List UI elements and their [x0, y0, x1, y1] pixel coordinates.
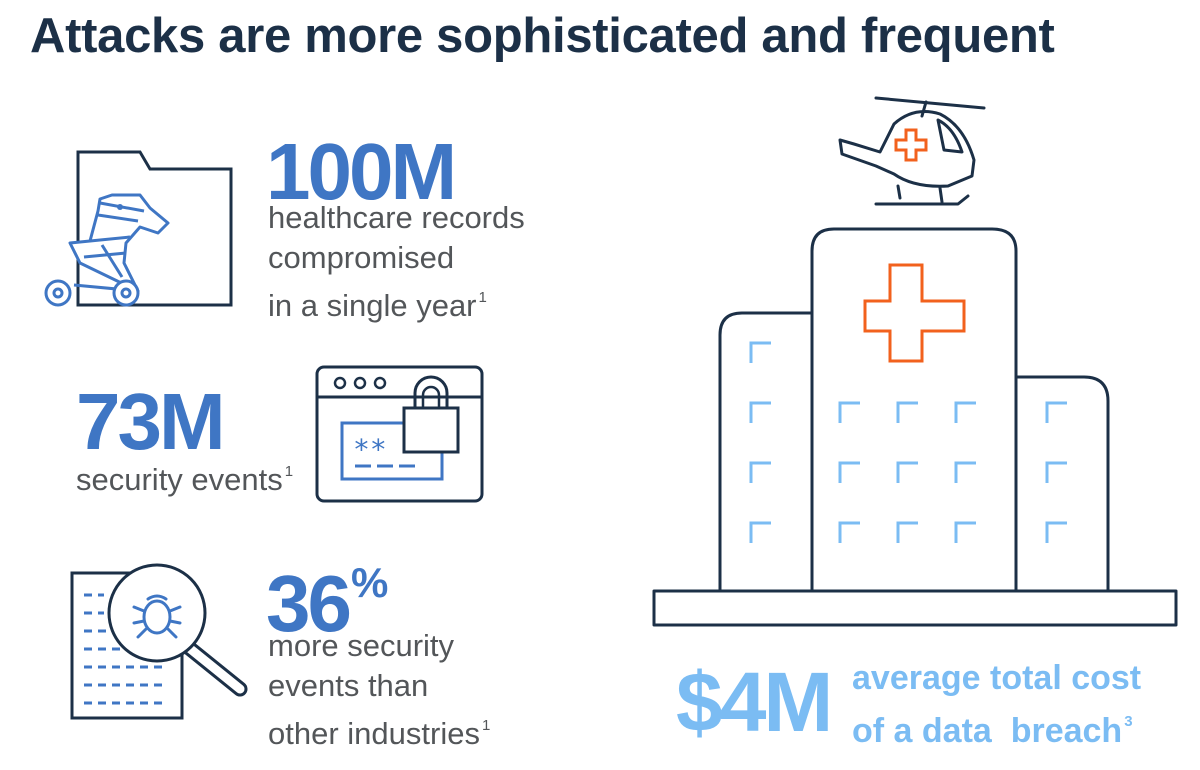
page-title: Attacks are more sophisticated and frequ…: [30, 9, 1055, 63]
stat-events-value: 73M: [76, 377, 226, 466]
percent-sign: %: [350, 559, 389, 606]
footnote-marker: 3: [1124, 713, 1133, 730]
cost-value: $4M: [676, 655, 833, 749]
medical-helicopter-icon: [838, 96, 986, 206]
stat-records-line: healthcare records: [268, 200, 525, 235]
stat-records-description: healthcare records compromised in a sing…: [268, 198, 525, 326]
footnote-marker: 1: [481, 717, 491, 734]
cost-line: of a data breach 3: [852, 712, 1133, 750]
cost-description: average total cost of a data breach 3: [852, 657, 1141, 753]
stat-comparison-line: other industries 1: [268, 716, 491, 751]
stat-comparison-line: more security: [268, 628, 455, 663]
svg-text:**: **: [353, 433, 387, 466]
stat-records-line: compromised: [268, 240, 455, 275]
browser-password-lock-icon: **: [315, 365, 484, 503]
document-bug-magnifier-icon: [70, 563, 248, 720]
stat-records-line: in a single year 1: [268, 288, 487, 323]
hospital-building-icon: [652, 227, 1178, 627]
footnote-marker: 1: [284, 463, 294, 480]
stat-records-value: 100M: [266, 127, 457, 216]
stat-events-description: security events 1: [76, 452, 293, 500]
stat-comparison-value: 36%: [266, 559, 389, 648]
stat-comparison-description: more security events than other industri…: [268, 626, 490, 754]
stat-comparison-line: events than: [268, 668, 429, 703]
cost-line: average total cost: [852, 659, 1142, 697]
folder-trojan-horse-icon: [44, 150, 233, 307]
footnote-marker: 1: [478, 289, 487, 306]
stat-events-line: security events 1: [76, 462, 294, 497]
